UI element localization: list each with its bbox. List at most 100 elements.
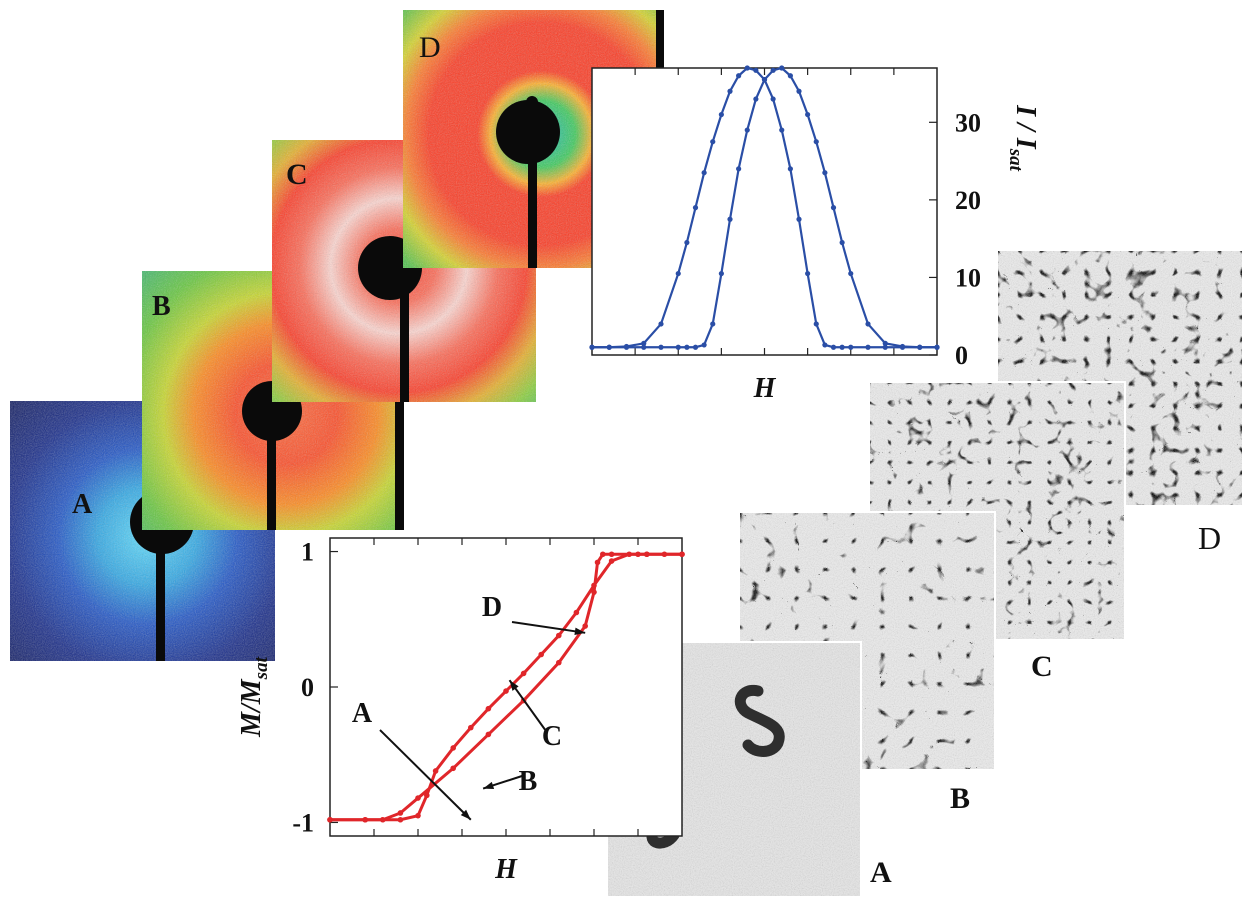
domain-label-c: C [1031, 650, 1053, 683]
scattering-label-a: A [72, 489, 93, 520]
data-point [736, 73, 742, 79]
data-point [380, 816, 386, 823]
annotation-arrow [379, 729, 472, 821]
series-line-2 [330, 552, 682, 822]
annotation-arrow [511, 621, 586, 634]
data-point [770, 96, 776, 102]
data-point [770, 67, 776, 73]
data-point [606, 344, 612, 350]
x-axis-label: H [753, 373, 777, 404]
data-point [591, 589, 597, 595]
data-point [718, 270, 724, 277]
data-point [701, 342, 707, 348]
data-point [796, 216, 802, 222]
data-point [485, 731, 492, 738]
y-axis-label: I / Isat [1005, 104, 1041, 171]
data-point [362, 816, 369, 823]
data-point [848, 344, 854, 350]
data-point [753, 67, 759, 73]
data-point [608, 551, 615, 558]
domain-label-b: B [950, 782, 971, 815]
data-point [753, 96, 759, 102]
data-point [450, 745, 457, 751]
annotation-arrowhead [509, 680, 519, 691]
annotation-label: C [542, 721, 562, 752]
data-point [727, 216, 733, 222]
data-point [830, 344, 837, 350]
data-point [468, 724, 474, 731]
data-point [805, 270, 811, 277]
data-point [594, 559, 601, 566]
domain-label-d: D [1198, 520, 1222, 556]
data-point [710, 139, 716, 145]
data-point [450, 765, 457, 772]
data-point [882, 340, 888, 346]
data-point [327, 816, 333, 823]
x-axis-label: H [494, 854, 518, 885]
y-tick-label: 0 [301, 673, 314, 702]
data-point [917, 344, 923, 350]
data-point [641, 340, 647, 346]
data-point [520, 670, 527, 677]
data-point [710, 321, 716, 327]
data-point [573, 609, 580, 616]
data-point [736, 166, 742, 172]
data-point [485, 705, 492, 712]
scattering-label-b: B [152, 291, 171, 322]
data-point [839, 239, 845, 246]
data-point [692, 205, 699, 211]
data-point [684, 344, 690, 350]
data-point [684, 239, 690, 246]
data-point [779, 65, 785, 71]
data-point [432, 768, 439, 774]
scattering-label-c: C [286, 158, 308, 191]
y-tick-label: -1 [292, 808, 314, 837]
data-point [865, 344, 871, 350]
data-point [415, 812, 421, 819]
data-point [424, 792, 430, 799]
data-point [582, 623, 588, 629]
data-point [839, 344, 845, 350]
data-point [692, 344, 699, 350]
data-point [796, 88, 802, 94]
data-point [787, 73, 793, 79]
data-point [556, 659, 562, 666]
data-point [600, 551, 606, 558]
plot-frame [591, 67, 938, 356]
data-point [658, 321, 664, 327]
data-point [589, 344, 595, 350]
plot-frame [329, 537, 683, 837]
scattering-label-d: D [419, 31, 441, 64]
data-point [848, 270, 854, 277]
y-tick-label: 10 [955, 263, 981, 292]
y-tick-label: 1 [301, 538, 314, 567]
data-point [623, 344, 630, 350]
y-tick-label: 30 [955, 108, 981, 137]
data-point [744, 127, 750, 133]
data-point [761, 77, 768, 83]
data-point [822, 342, 828, 348]
data-point [679, 551, 685, 558]
y-axis-label: M/Msat [236, 656, 272, 737]
data-point [865, 321, 871, 327]
annotation-label: A [352, 698, 373, 729]
domain-bubble-upper [734, 684, 785, 757]
data-point [397, 816, 404, 823]
domain-label-a: A [870, 856, 892, 889]
annotation-arrowhead [574, 627, 586, 636]
data-point [718, 111, 724, 118]
data-point [779, 127, 785, 133]
data-point [641, 344, 647, 350]
data-point [658, 344, 664, 350]
data-point [934, 344, 940, 350]
data-point [813, 139, 819, 145]
data-point [744, 65, 750, 71]
data-point [882, 344, 888, 350]
data-point [538, 651, 544, 658]
annotation-label: B [519, 766, 538, 797]
annotation-arrowhead [483, 781, 495, 789]
data-point [787, 166, 793, 172]
data-point [830, 205, 837, 211]
